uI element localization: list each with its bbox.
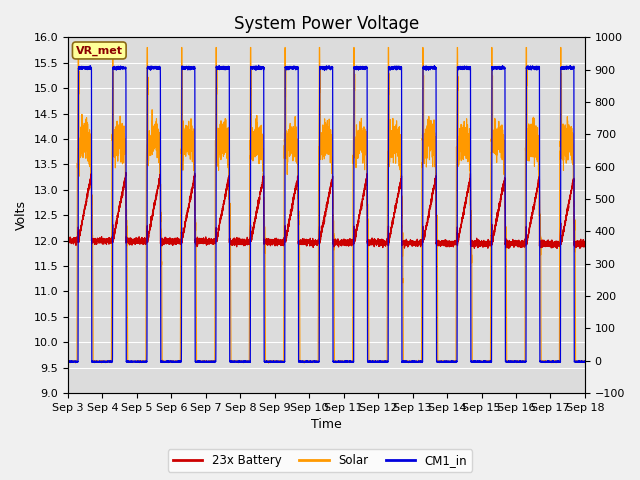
Title: System Power Voltage: System Power Voltage xyxy=(234,15,419,33)
Y-axis label: Volts: Volts xyxy=(15,200,28,230)
X-axis label: Time: Time xyxy=(311,419,342,432)
Text: VR_met: VR_met xyxy=(76,45,123,56)
Legend: 23x Battery, Solar, CM1_in: 23x Battery, Solar, CM1_in xyxy=(168,449,472,472)
